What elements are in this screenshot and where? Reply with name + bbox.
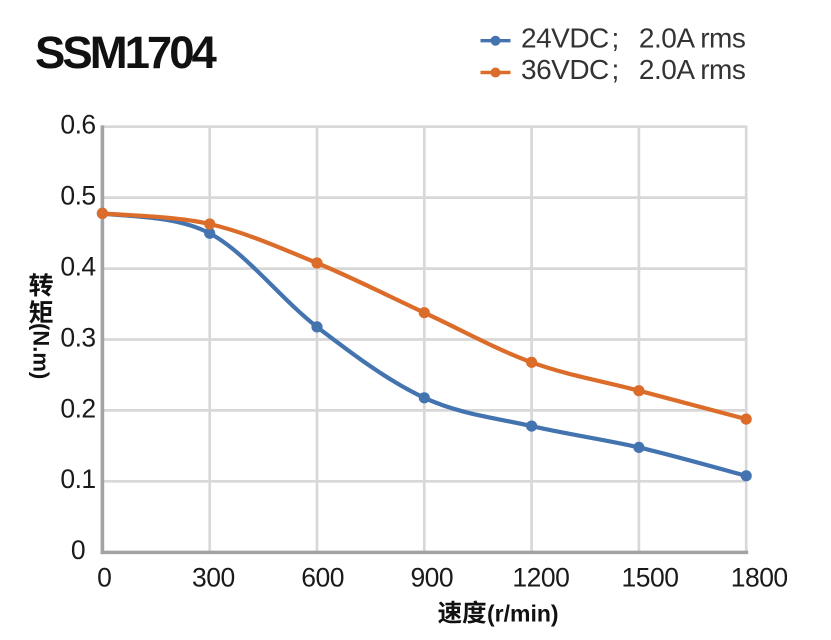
svg-text:(N.m): (N.m) <box>29 323 54 379</box>
svg-text:0.5: 0.5 <box>60 181 95 211</box>
svg-text:0.4: 0.4 <box>60 252 95 282</box>
svg-text:SSM1704: SSM1704 <box>35 27 218 78</box>
svg-text:600: 600 <box>301 563 344 593</box>
svg-text:0: 0 <box>71 535 85 565</box>
svg-text:300: 300 <box>192 563 235 593</box>
svg-text:0.6: 0.6 <box>60 110 95 140</box>
svg-text:0: 0 <box>97 563 111 593</box>
svg-text:0.3: 0.3 <box>60 322 95 352</box>
svg-text:1800: 1800 <box>731 563 788 593</box>
svg-text:2.0A rms: 2.0A rms <box>639 22 745 53</box>
svg-text:2.0A rms: 2.0A rms <box>639 54 745 85</box>
svg-text:0.1: 0.1 <box>60 464 95 494</box>
svg-text:36VDC: 36VDC <box>521 54 609 85</box>
svg-text:900: 900 <box>410 563 453 593</box>
svg-text:0.2: 0.2 <box>60 393 95 423</box>
svg-text:(r/min): (r/min) <box>487 601 559 627</box>
svg-text:;: ; <box>612 54 619 85</box>
svg-text:1500: 1500 <box>622 563 679 593</box>
svg-text:;: ; <box>612 22 619 53</box>
svg-text:24VDC: 24VDC <box>521 22 609 53</box>
svg-text:1200: 1200 <box>512 563 569 593</box>
